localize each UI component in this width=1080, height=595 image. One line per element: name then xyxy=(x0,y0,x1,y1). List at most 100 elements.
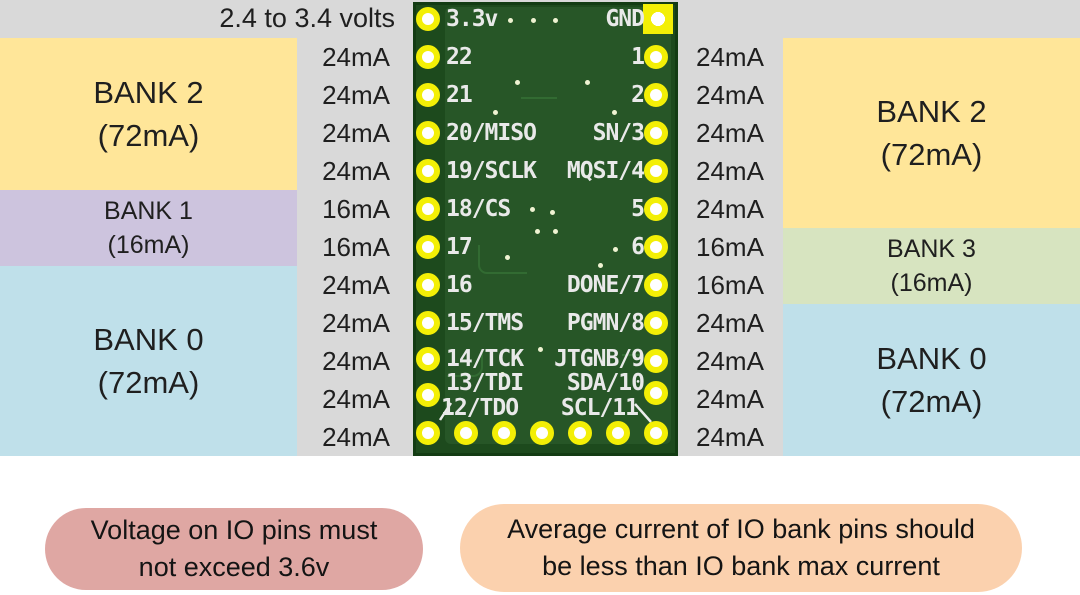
pin-current-label: 24mA xyxy=(322,118,390,148)
pin-current-label: 24mA xyxy=(322,156,390,186)
pin-current-label: 24mA xyxy=(696,80,764,110)
via-dot xyxy=(550,210,555,215)
pin-label-left: 22 xyxy=(446,44,473,70)
pin-label-right: SN/3 xyxy=(592,120,645,146)
pin-label-right: SDA/10 xyxy=(566,370,645,396)
solder-pad-bottom xyxy=(454,421,478,445)
solder-pad-22 xyxy=(416,45,440,69)
current-warning-callout: Average current of IO bank pins should b… xyxy=(460,504,1022,592)
bank-name: BANK 1 xyxy=(104,197,193,225)
solder-pad-bottom xyxy=(568,421,592,445)
solder-pad-18 xyxy=(416,197,440,221)
solder-pad-8 xyxy=(644,311,668,335)
solder-pad-5 xyxy=(644,197,668,221)
bank-max-current: (72mA) xyxy=(880,384,983,419)
pin-current-label: 16mA xyxy=(322,194,390,224)
pin-label-left: 12/TDO xyxy=(441,395,519,421)
bank0-left-block: BANK 0 (72mA) xyxy=(0,266,297,456)
via-dot xyxy=(493,110,498,115)
pin-label-right: SCL/11 xyxy=(560,395,639,421)
solder-pad-gnd xyxy=(643,4,673,34)
bank-max-current: (72mA) xyxy=(97,365,200,400)
pin-current-label: 24mA xyxy=(696,118,764,148)
pin-current-label: 24mA xyxy=(696,194,764,224)
pin-label-right: 2 xyxy=(631,82,645,108)
solder-pad-1 xyxy=(644,45,668,69)
solder-pad-10 xyxy=(644,381,668,405)
bank-max-current: (16mA) xyxy=(890,269,973,297)
solder-pad-7 xyxy=(644,273,668,297)
pin-current-label: 16mA xyxy=(696,232,764,262)
pin-label-left: 20/MISO xyxy=(446,120,537,146)
via-dot xyxy=(505,255,510,260)
solder-pad-15 xyxy=(416,311,440,335)
via-dot xyxy=(500,372,505,377)
pin-current-label: 24mA xyxy=(696,384,764,414)
pin-current-label: 24mA xyxy=(696,308,764,338)
bank-name: BANK 2 xyxy=(876,94,987,129)
bank2-left-block: BANK 2 (72mA) xyxy=(0,38,297,190)
solder-pad-bottom xyxy=(530,421,554,445)
pin-current-label: 24mA xyxy=(322,422,390,452)
pin-label-right: GND xyxy=(605,6,645,32)
solder-pad-20 xyxy=(416,121,440,145)
solder-pad-3v3 xyxy=(416,7,440,31)
bank-max-current: (72mA) xyxy=(97,118,200,153)
pin-label-left: 21 xyxy=(446,82,473,108)
pin-current-label: 24mA xyxy=(322,308,390,338)
pin-current-label: 24mA xyxy=(696,422,764,452)
bank3-right-block: BANK 3 (16mA) xyxy=(783,228,1080,304)
solder-pad-14 xyxy=(416,347,440,371)
via-dot xyxy=(508,18,513,23)
voltage-range-label: 2.4 to 3.4 volts xyxy=(219,3,395,33)
via-dot xyxy=(531,18,536,23)
pin-current-label: 16mA xyxy=(322,232,390,262)
pin-label-left: 17 xyxy=(446,234,473,260)
callout-line: be less than IO bank max current xyxy=(542,551,940,581)
pin-current-label: 24mA xyxy=(696,156,764,186)
via-dot xyxy=(535,229,540,234)
via-dot xyxy=(585,80,590,85)
bank-max-current: (72mA) xyxy=(880,137,983,172)
bank2-right-block: BANK 2 (72mA) xyxy=(783,38,1080,228)
pin-label-left: 13/TDI xyxy=(446,370,524,396)
pin-label-right: MQSI/4 xyxy=(566,158,645,184)
pin-label-right: JTGNB/9 xyxy=(554,346,645,372)
pin-current-label: 24mA xyxy=(696,346,764,376)
pcb-board: 3.3v 22 21 20/MISO 19/SCLK 18/CS 17 1 6 1… xyxy=(413,2,678,456)
solder-pad-bottom xyxy=(644,421,668,445)
bank0-right-block: BANK 0 (72mA) xyxy=(783,304,1080,456)
via-dot xyxy=(598,263,603,268)
pin-label-left: 18/CS xyxy=(446,196,511,222)
pin-label-left: 15/TMS xyxy=(446,310,524,336)
pin-label-left: 3.3v xyxy=(446,6,498,32)
pin-current-label: 16mA xyxy=(696,270,764,300)
solder-pad-17 xyxy=(416,235,440,259)
solder-pad-bottom xyxy=(416,421,440,445)
pin-label-right: 5 xyxy=(631,196,645,222)
solder-pad-6 xyxy=(644,235,668,259)
pin-label-right: PGMN/8 xyxy=(566,310,645,336)
pin-current-label: 24mA xyxy=(696,42,764,72)
pin-label-right: 6 xyxy=(631,234,645,260)
callout-line: Average current of IO bank pins should xyxy=(507,514,975,544)
via-dot xyxy=(612,110,617,115)
callout-line: Voltage on IO pins must xyxy=(90,515,378,545)
solder-pad-2 xyxy=(644,83,668,107)
bank-name: BANK 2 xyxy=(93,75,204,110)
pin-label-right: DONE/7 xyxy=(566,272,645,298)
solder-pad-19 xyxy=(416,159,440,183)
via-dot xyxy=(553,229,558,234)
pin-label-left: 19/SCLK xyxy=(446,158,537,184)
solder-pad-bottom xyxy=(492,421,516,445)
pin-current-label: 24mA xyxy=(322,346,390,376)
bank-name: BANK 0 xyxy=(93,322,204,357)
callout-line: not exceed 3.6v xyxy=(138,552,330,582)
pin-label-right: 1 xyxy=(631,44,645,70)
via-dot xyxy=(538,347,543,352)
bank-name: BANK 0 xyxy=(876,341,987,376)
bank-max-current: (16mA) xyxy=(107,231,190,259)
via-dot xyxy=(530,207,535,212)
pin-current-label: 24mA xyxy=(322,384,390,414)
